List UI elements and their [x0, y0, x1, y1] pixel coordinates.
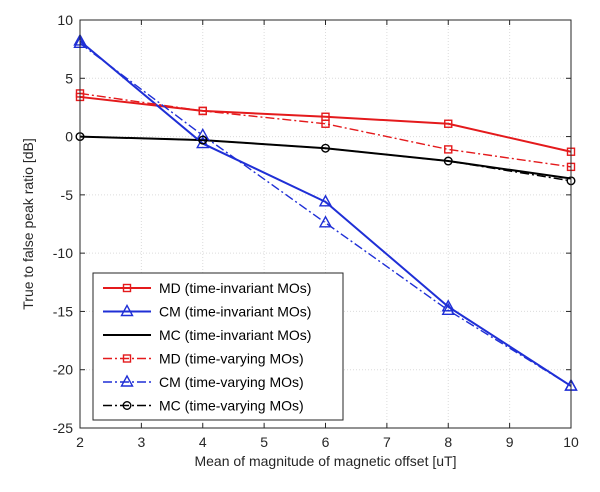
- legend-marker: [122, 283, 132, 293]
- series-line: [79, 42, 572, 387]
- series-line: [79, 92, 572, 168]
- legend-label: MD (time-invariant MOs): [159, 280, 311, 296]
- legend-entry: CM (time-varying MOs): [103, 374, 304, 390]
- y-tick-label: -15: [53, 303, 73, 319]
- data-point: [198, 106, 207, 116]
- data-point: [318, 215, 333, 228]
- series-line: [79, 40, 572, 387]
- series-line: [79, 95, 572, 153]
- series-line: [79, 135, 572, 180]
- y-tick-label: 10: [57, 12, 73, 28]
- y-tick-label: 0: [65, 129, 73, 145]
- legend-label: CM (time-varying MOs): [159, 374, 304, 390]
- x-tick-label: 9: [506, 434, 514, 450]
- x-tick-label: 3: [137, 434, 145, 450]
- legend-label: CM (time-invariant MOs): [159, 304, 311, 320]
- data-point: [444, 119, 453, 128]
- data-point: [321, 119, 330, 128]
- legend-marker: [120, 374, 134, 387]
- x-tick-label: 10: [563, 434, 579, 450]
- x-tick-label: 2: [76, 434, 84, 450]
- series-line: [79, 135, 572, 182]
- data-point: [444, 145, 453, 154]
- y-tick-label: -5: [61, 187, 74, 203]
- data-point: [441, 302, 455, 315]
- data-point: [443, 156, 453, 166]
- legend-entry: CM (time-invariant MOs): [103, 304, 311, 320]
- x-tick-label: 8: [444, 434, 452, 450]
- legend-entry: MC (time-invariant MOs): [103, 327, 311, 343]
- y-tick-label: -25: [53, 420, 73, 436]
- series-1: [75, 92, 576, 156]
- data-point: [321, 143, 331, 153]
- legend-entry: MD (time-varying MOs): [103, 351, 304, 367]
- data-point: [198, 135, 208, 145]
- x-tick-label: 6: [322, 434, 330, 450]
- y-axis-ticks: -25 -20 -15 -10 -5 0 5 10: [53, 12, 571, 436]
- x-axis-ticks: 2 3 4 5 6 7 8 9 10: [76, 20, 579, 450]
- legend-marker: [120, 304, 134, 317]
- data-point: [318, 194, 333, 207]
- legend-entry: MC (time-varying MOs): [103, 398, 304, 414]
- legend-marker: [122, 354, 132, 363]
- legend-marker: [122, 401, 132, 411]
- legend: MD (time-invariant MOs) CM (time-invarian…: [92, 272, 344, 421]
- series-3: [79, 135, 572, 180]
- legend-box: [92, 272, 344, 421]
- x-tick-label: 4: [199, 434, 207, 450]
- y-tick-label: 5: [65, 70, 73, 86]
- x-tick-label: 7: [383, 434, 391, 450]
- legend-label: MD (time-varying MOs): [159, 351, 304, 367]
- series-layer: [73, 33, 578, 391]
- plot-area-frame: [79, 19, 572, 429]
- legend-label: MC (time-varying MOs): [159, 398, 304, 414]
- x-tick-label: 5: [260, 434, 268, 450]
- y-tick-label: -20: [53, 362, 73, 378]
- x-axis-label: Mean of magnitude of magnetic offset [uT…: [194, 453, 456, 469]
- legend-entry: MD (time-invariant MOs): [103, 280, 311, 296]
- y-tick-label: -10: [53, 245, 73, 261]
- legend-label: MC (time-invariant MOs): [159, 327, 311, 343]
- y-axis-label: True to false peak ratio [dB]: [20, 138, 36, 309]
